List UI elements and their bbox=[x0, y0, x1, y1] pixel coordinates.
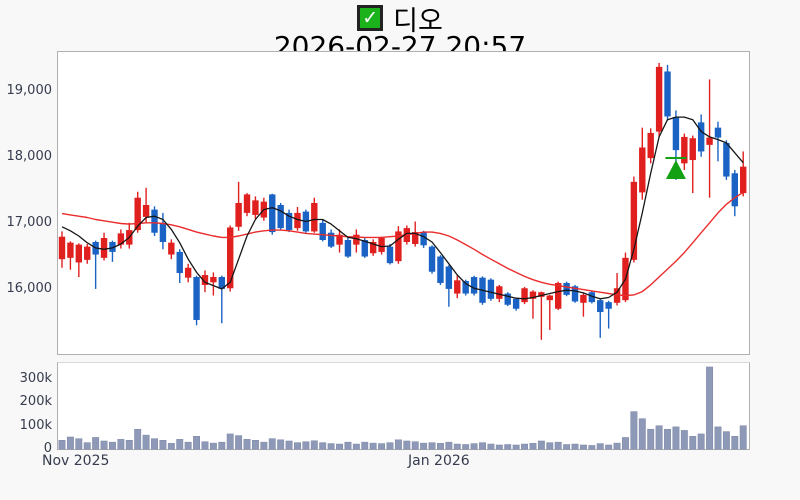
price-panel[interactable] bbox=[57, 51, 750, 355]
checkmark-glyph: ✓ bbox=[362, 6, 379, 29]
volume-tick-0: 0 bbox=[43, 441, 52, 456]
volume-tick-100k: 100k bbox=[19, 418, 52, 433]
volume-panel[interactable] bbox=[57, 362, 750, 450]
stock-name: 디오 bbox=[393, 5, 443, 37]
checkbox-icon: ✓ bbox=[357, 5, 384, 31]
x-axis-label-jan-2026: Jan 2026 bbox=[408, 453, 470, 469]
price-tick-16000: 16,000 bbox=[6, 281, 53, 296]
x-axis-label-nov-2025: Nov 2025 bbox=[42, 453, 110, 469]
volume-tick-200k: 200k bbox=[19, 394, 52, 409]
price-tick-18000: 18,000 bbox=[6, 149, 53, 164]
chart-title: ✓ 디오 bbox=[0, 3, 800, 37]
price-tick-17000: 17,000 bbox=[6, 215, 53, 230]
price-tick-19000: 19,000 bbox=[6, 83, 53, 98]
volume-tick-300k: 300k bbox=[19, 371, 52, 386]
